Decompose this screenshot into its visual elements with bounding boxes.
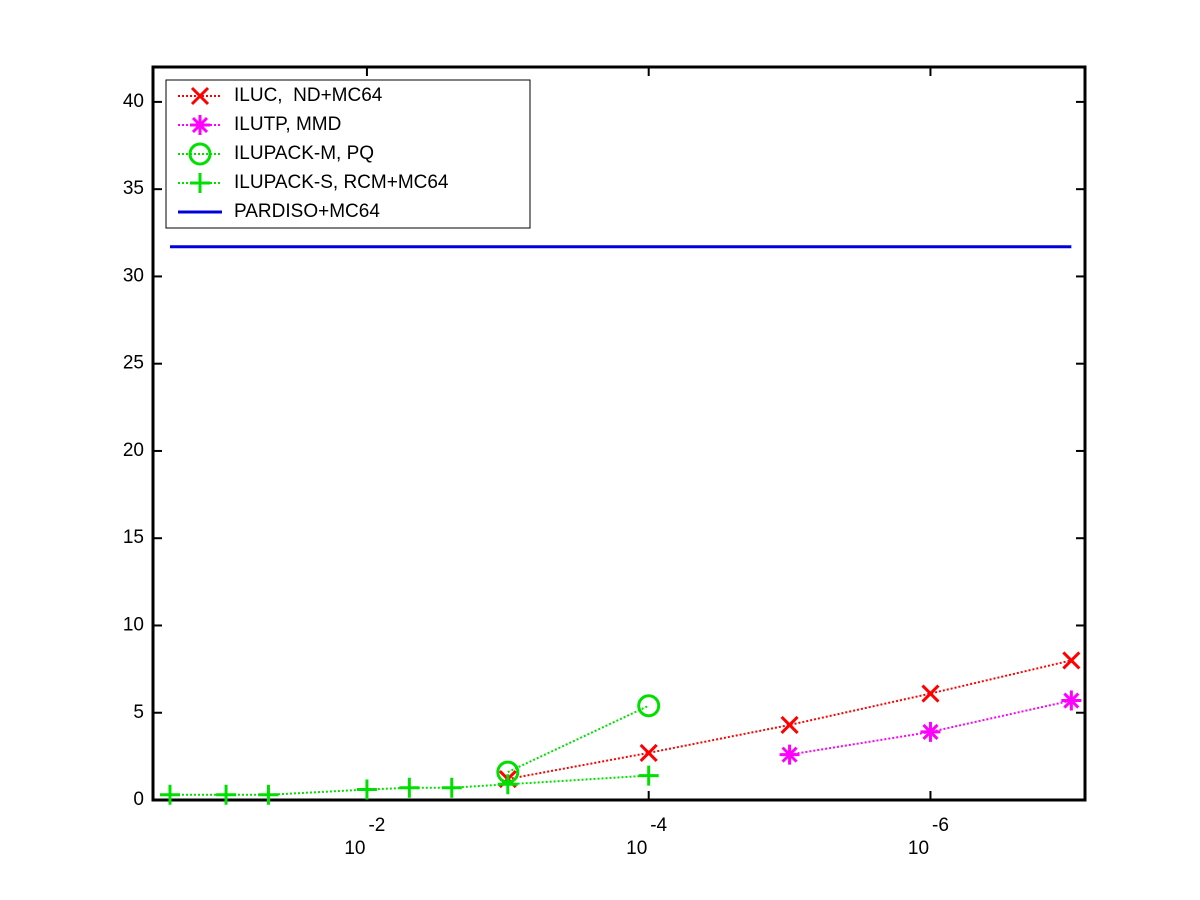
legend-label: ILUC, ND+MC64 bbox=[234, 85, 383, 106]
marker bbox=[921, 684, 940, 703]
marker bbox=[159, 784, 180, 805]
legend-label: ILUPACK-M, PQ bbox=[234, 143, 374, 164]
y-tick-label: 15 bbox=[123, 527, 144, 548]
legend-box bbox=[165, 79, 531, 229]
y-tick-label: 35 bbox=[123, 178, 144, 199]
marker bbox=[1062, 651, 1081, 670]
x-tick-exponent: -2 bbox=[368, 815, 385, 836]
marker bbox=[1061, 690, 1082, 711]
y-tick-label: 0 bbox=[133, 789, 144, 810]
marker bbox=[779, 744, 800, 765]
y-tick-label: 10 bbox=[123, 614, 144, 635]
x-tick-exponent: -4 bbox=[650, 815, 667, 836]
legend-marker bbox=[190, 115, 210, 135]
x-tick-exponent: -6 bbox=[932, 815, 949, 836]
marker bbox=[638, 765, 659, 786]
marker bbox=[780, 715, 799, 735]
legend-label: ILUPACK-S, RCM+MC64 bbox=[234, 172, 449, 193]
x-tick-label: 10 bbox=[626, 838, 647, 859]
legend-marker bbox=[190, 173, 210, 193]
x-tick-label: 10 bbox=[908, 838, 929, 859]
marker bbox=[920, 721, 941, 742]
legend-marker bbox=[188, 142, 212, 166]
marker bbox=[639, 743, 658, 762]
y-tick-label: 20 bbox=[123, 440, 144, 461]
y-tick-label: 30 bbox=[123, 265, 144, 286]
marker bbox=[399, 777, 420, 798]
legend-label: PARDISO+MC64 bbox=[234, 201, 380, 222]
marker bbox=[216, 784, 237, 805]
marker bbox=[258, 784, 279, 805]
marker bbox=[441, 777, 462, 798]
plot-frame bbox=[151, 65, 1087, 802]
legend-label: ILUTP, MMD bbox=[234, 114, 341, 135]
y-tick-label: 25 bbox=[123, 353, 144, 374]
marker bbox=[356, 779, 377, 800]
y-tick-label: 5 bbox=[133, 702, 144, 723]
legend-marker bbox=[190, 86, 210, 106]
marker bbox=[637, 694, 661, 718]
y-tick-label: 40 bbox=[123, 91, 144, 112]
x-tick-label: 10 bbox=[344, 838, 365, 859]
series-line bbox=[507, 704, 650, 773]
marker bbox=[497, 774, 518, 795]
